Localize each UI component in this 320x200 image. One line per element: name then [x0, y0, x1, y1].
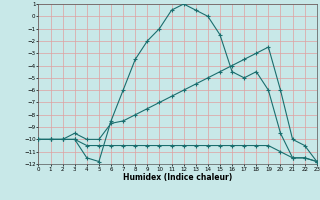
X-axis label: Humidex (Indice chaleur): Humidex (Indice chaleur)	[123, 173, 232, 182]
